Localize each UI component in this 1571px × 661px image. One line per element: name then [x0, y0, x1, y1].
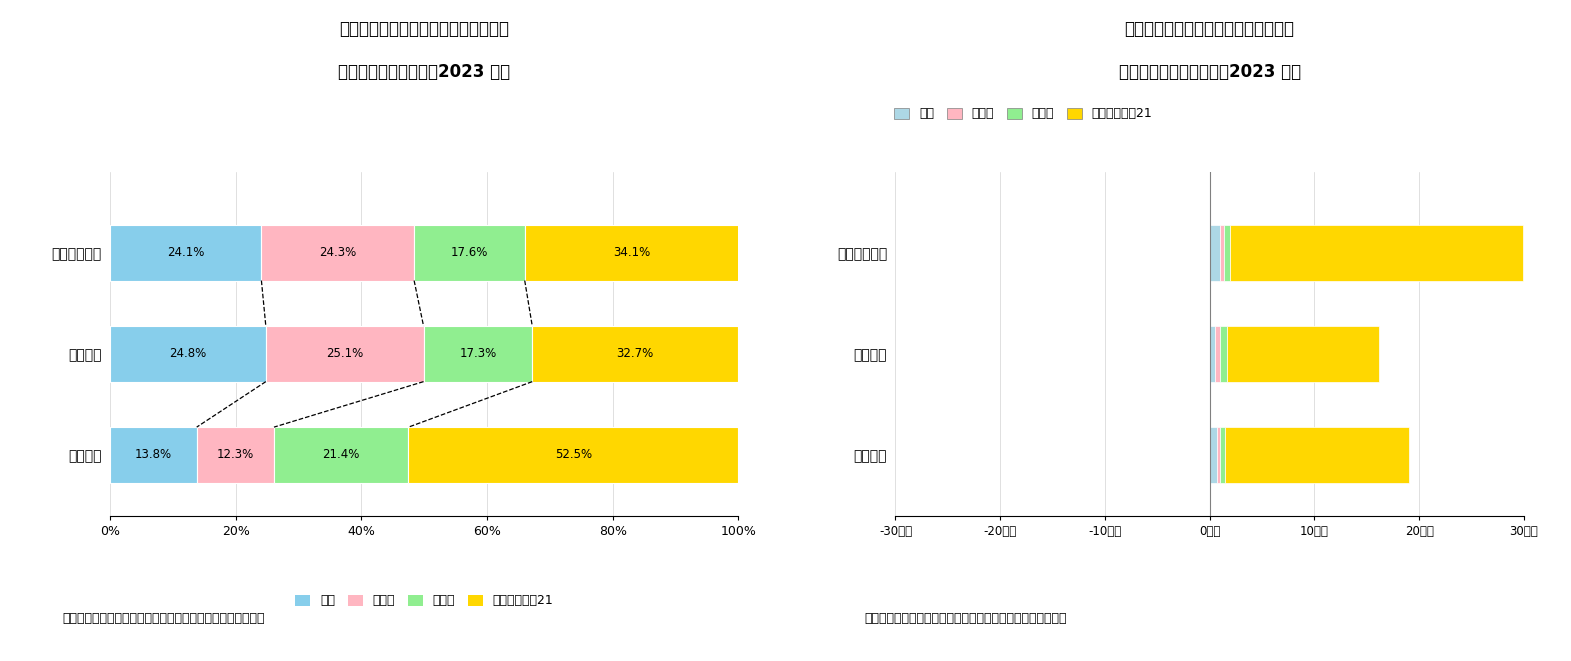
Bar	[1230, 225, 1522, 280]
Bar	[1210, 326, 1214, 381]
Bar	[525, 225, 738, 280]
Legend: 関内, 横浜駅, 新横浜, みなとみらい21: 関内, 横浜駅, 新横浜, みなとみらい21	[889, 102, 1158, 126]
Text: オフィス需給面積増分（2023 年）: オフィス需給面積増分（2023 年）	[1119, 63, 1301, 81]
Bar	[1227, 326, 1379, 381]
Bar	[110, 225, 261, 280]
Text: （出所）三鬼商事のデータを基にニッセイ基礎研究所が作成: （出所）三鬼商事のデータを基にニッセイ基礎研究所が作成	[63, 611, 265, 625]
Text: 24.3%: 24.3%	[319, 247, 357, 259]
Bar	[110, 326, 265, 381]
Text: 17.3%: 17.3%	[459, 347, 496, 360]
Text: 12.3%: 12.3%	[217, 448, 255, 461]
Bar	[1221, 427, 1225, 483]
Text: 図表－７　横浜ビジネス地区の地区別: 図表－７ 横浜ビジネス地区の地区別	[1125, 20, 1295, 38]
Bar	[1218, 427, 1221, 483]
Bar	[424, 326, 533, 381]
Bar	[533, 326, 738, 381]
Bar	[110, 427, 196, 483]
Bar	[1221, 225, 1224, 280]
Bar	[265, 326, 424, 381]
Bar	[1210, 427, 1218, 483]
Bar	[1221, 326, 1227, 381]
Bar	[196, 427, 273, 483]
Text: 52.5%: 52.5%	[555, 448, 592, 461]
Text: 24.1%: 24.1%	[167, 247, 204, 259]
Bar	[415, 225, 525, 280]
Bar	[1214, 326, 1221, 381]
Text: 17.6%: 17.6%	[451, 247, 489, 259]
Bar	[1210, 225, 1221, 280]
Text: 34.1%: 34.1%	[613, 247, 650, 259]
Bar	[261, 225, 415, 280]
Bar	[273, 427, 408, 483]
Text: オフィス面積構成比（2023 年）: オフィス面積構成比（2023 年）	[338, 63, 511, 81]
Text: 24.8%: 24.8%	[170, 347, 206, 360]
Text: 21.4%: 21.4%	[322, 448, 360, 461]
Text: 図表－６　横浜ビジネス地区の地区別: 図表－６ 横浜ビジネス地区の地区別	[339, 20, 509, 38]
Legend: 関内, 横浜駅, 新横浜, みなとみらい21: 関内, 横浜駅, 新横浜, みなとみらい21	[291, 590, 558, 613]
Text: 25.1%: 25.1%	[327, 347, 363, 360]
Text: 13.8%: 13.8%	[135, 448, 171, 461]
Text: （出所）三鬼商事のデータを基にニッセイ基礎研究所が作成: （出所）三鬼商事のデータを基にニッセイ基礎研究所が作成	[864, 611, 1067, 625]
Bar	[1224, 225, 1230, 280]
Bar	[408, 427, 738, 483]
Bar	[1225, 427, 1409, 483]
Text: 32.7%: 32.7%	[616, 347, 654, 360]
